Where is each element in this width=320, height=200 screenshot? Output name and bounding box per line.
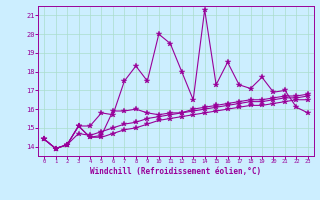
X-axis label: Windchill (Refroidissement éolien,°C): Windchill (Refroidissement éolien,°C) <box>91 167 261 176</box>
